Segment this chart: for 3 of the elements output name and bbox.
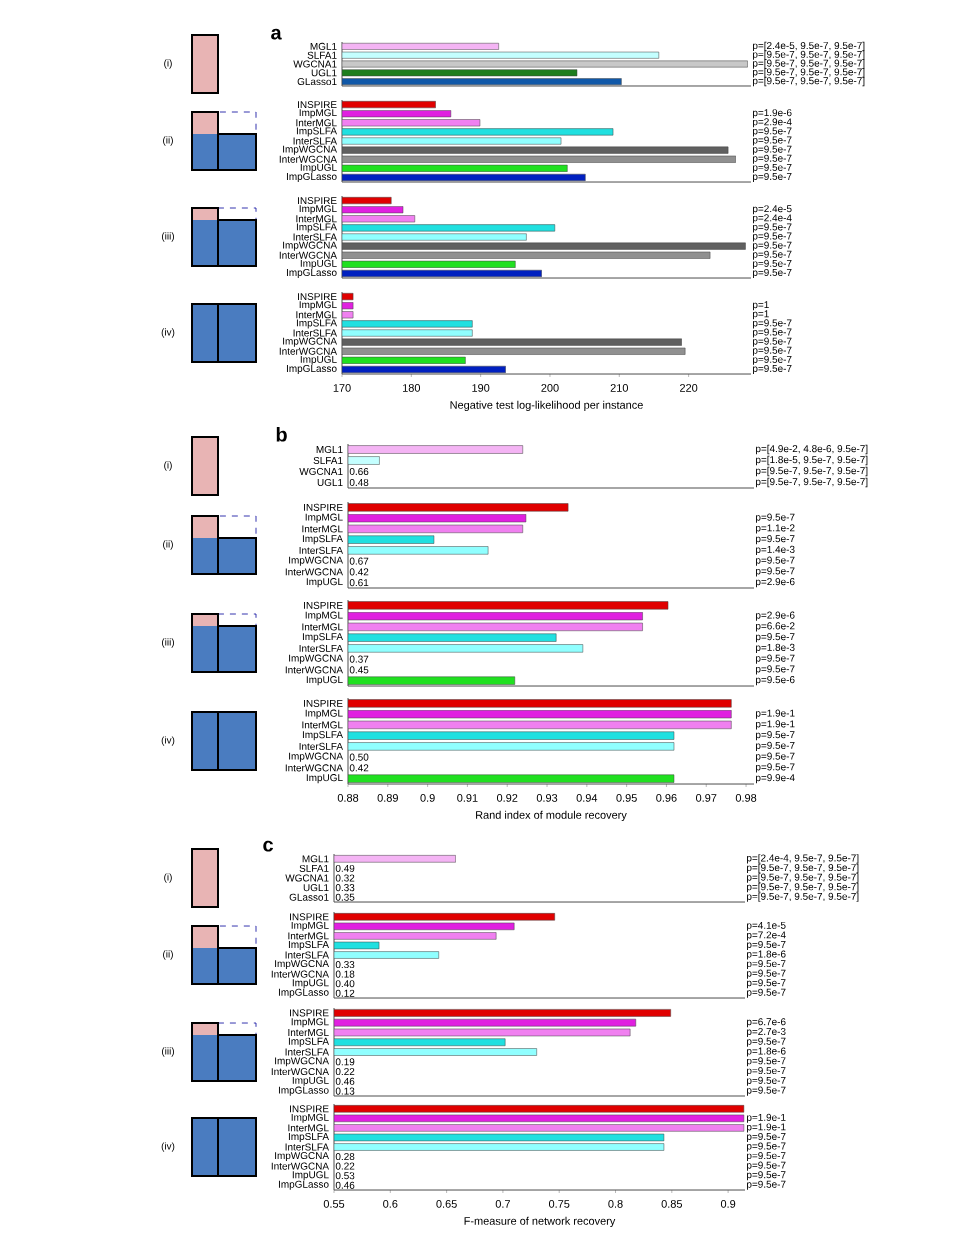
chart-title: b bbox=[276, 426, 287, 442]
chart-title: a bbox=[271, 28, 282, 40]
chart-title: c bbox=[263, 840, 274, 852]
